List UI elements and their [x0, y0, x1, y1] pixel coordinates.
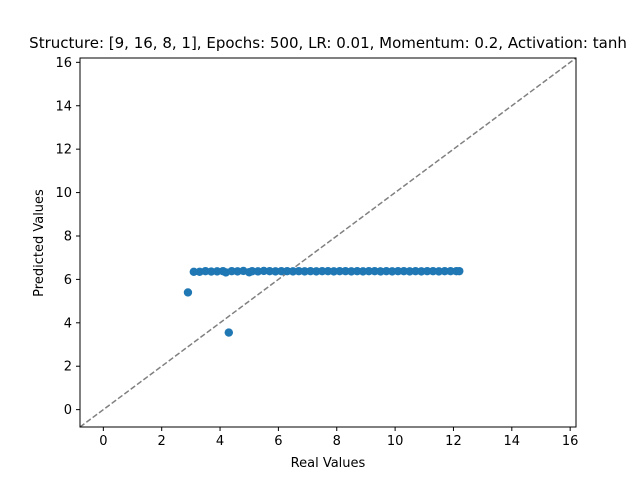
- y-axis-label: Predicted Values: [32, 189, 47, 297]
- data-point: [423, 266, 432, 276]
- y-tick-label: 6: [64, 273, 72, 288]
- x-tick-label: 14: [504, 434, 521, 449]
- x-tick-label: 12: [445, 434, 462, 449]
- y-tick-label: 16: [55, 56, 72, 71]
- data-point: [455, 266, 464, 276]
- data-point: [446, 266, 455, 276]
- x-tick-label: 4: [216, 434, 224, 449]
- x-tick-label: 2: [158, 434, 166, 449]
- data-point: [277, 266, 286, 276]
- x-tick-label: 10: [387, 434, 404, 449]
- x-tick-label: 8: [333, 434, 341, 449]
- y-tick-label: 14: [55, 99, 72, 114]
- data-point: [317, 266, 327, 276]
- x-tick-label: 16: [562, 434, 579, 449]
- plot-frame: [79, 57, 577, 428]
- y-tick-label: 0: [64, 403, 72, 418]
- data-point: [183, 288, 193, 297]
- y-axis: 0 2 4 6 8 10 12 14 16: [55, 56, 80, 418]
- reference-line: [79, 57, 577, 428]
- y-tick-label: 4: [64, 316, 72, 331]
- data-point: [440, 266, 449, 276]
- data-point: [224, 328, 233, 337]
- data-point: [189, 267, 198, 276]
- y-tick-label: 2: [64, 360, 72, 375]
- y-tick-label: 8: [64, 229, 72, 244]
- x-tick-label: 6: [274, 434, 282, 449]
- data-point: [364, 266, 374, 276]
- y-tick-label: 10: [55, 186, 72, 201]
- x-axis: 0 2 4 6 8 10 12 14 16: [99, 427, 578, 449]
- chart-title: Structure: [9, 16, 8, 1], Epochs: 500, L…: [29, 34, 627, 52]
- plot-area: [79, 57, 577, 428]
- x-axis-label: Real Values: [291, 456, 366, 471]
- x-tick-label: 0: [99, 434, 107, 449]
- data-point: [393, 266, 403, 276]
- data-point: [335, 266, 344, 276]
- y-tick-label: 12: [55, 143, 72, 158]
